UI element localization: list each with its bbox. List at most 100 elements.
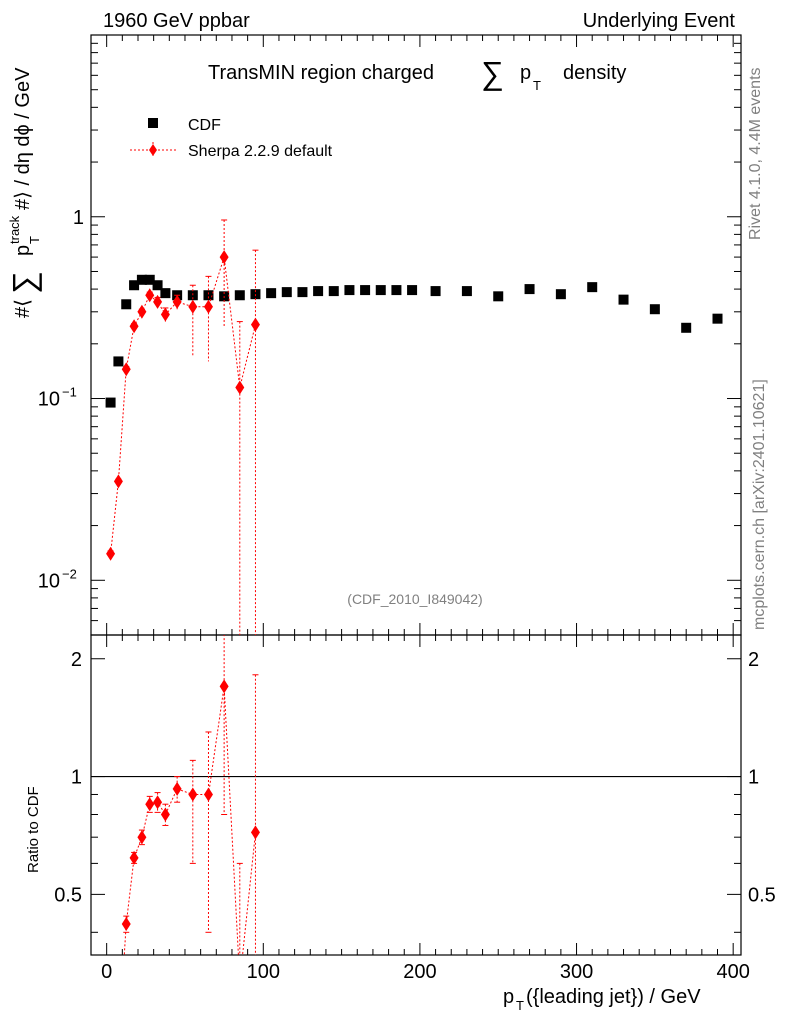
cdf-point [618,294,629,305]
ratio-point [137,830,147,845]
cdf-point [144,274,155,285]
sherpa-point [172,294,182,309]
cdf-point [129,280,140,291]
y-tick-label-bottom-left: 2 [71,649,82,671]
header-left: 1960 GeV ppbar [103,10,250,32]
y-tick-label-bottom-right: 0.5 [748,884,776,906]
cdf-point [136,274,147,285]
mcplots-label: mcplots.cern.ch [arXiv:2401.10621] [751,379,768,630]
y-tick-label-exp: −1 [62,385,77,400]
x-axis-label: p T ({leading jet}) / GeV [503,986,701,1013]
cdf-point [712,313,723,324]
ratio-point [153,795,163,810]
cdf-point [461,286,472,297]
y-tick-label-bottom-left: 1 [71,767,82,789]
ratio-point [219,679,229,694]
ratio-point [160,807,170,822]
chart-title: TransMIN region charged ∑ p T density [208,55,626,93]
cdf-point [524,284,535,295]
ratio-point [188,787,198,802]
sherpa-point [219,250,229,265]
y-tick-label-bottom-right: 2 [748,649,759,671]
ratio-point [129,850,139,865]
cdf-point [391,285,402,296]
title-sub: T [533,78,541,93]
y-tick-label-top: 10 [38,570,60,592]
cdf-point [493,291,504,302]
legend: CDF Sherpa 2.2.9 default [130,117,333,160]
ylabel-sup: track [7,215,22,244]
cdf-point [113,356,124,367]
ratio-point [203,787,213,802]
x-tick-label: 200 [403,961,436,983]
sherpa-point [113,474,123,489]
cdf-point [649,304,660,315]
sherpa-point [129,319,139,334]
cdf-point [266,288,277,299]
cdf-point [187,290,198,301]
cdf-point [681,322,692,333]
x-tick-label: 300 [560,961,593,983]
ratio-point [145,797,155,812]
ratio-panel-marks [91,635,741,988]
title-tail: density [563,62,626,84]
title-sigma: ∑ [481,55,504,91]
cdf-point [407,285,418,296]
cdf-point [328,286,339,297]
xlabel-sub: T [516,998,524,1013]
y-axis-label-bottom: Ratio to CDF [25,786,42,873]
cdf-point [360,285,371,296]
y-tick-label-top: 1 [73,207,84,229]
xlabel-tail: ({leading jet}) / GeV [526,986,701,1008]
ratio-point [121,917,131,932]
sherpa-point [250,317,260,332]
title-p: p [520,62,531,84]
cdf-point [203,290,214,301]
ratio-line [123,686,256,955]
sherpa-line [110,256,256,554]
axis-ticks [90,34,741,955]
sherpa-point [153,294,163,309]
cdf-point [281,287,292,298]
header-right: Underlying Event [583,10,736,32]
y-axis-label-top: #⟨ ∑ p T track #⟩ / dη dϕ / GeV [6,67,42,318]
cdf-point [160,288,171,299]
y-tick-label-top: 10 [38,389,60,411]
ylabel-sigma: ∑ [6,271,42,294]
sherpa-point [106,546,116,561]
ratio-panel-frame [90,634,742,956]
sherpa-point [160,307,170,322]
cdf-point [555,289,566,300]
ylabel-prefix: #⟨ [12,299,34,318]
cdf-point [375,285,386,296]
legend-cdf-label: CDF [188,117,221,134]
cdf-point [297,287,308,298]
sherpa-point [188,299,198,314]
legend-sherpa-marker [149,144,157,156]
sherpa-point [235,380,245,395]
ylabel-sub: T [27,236,42,244]
cdf-point [234,290,245,301]
cdf-point [313,286,324,297]
cdf-point [430,286,441,297]
x-tick-label: 100 [247,961,280,983]
cdf-point [105,397,116,408]
cdf-point [344,285,355,296]
y-tick-label-exp: −2 [62,566,77,581]
cdf-point [121,299,132,310]
ratio-point [250,825,260,840]
ylabel-suffix: #⟩ / dη dϕ / GeV [12,67,34,210]
xlabel-p: p [503,986,514,1008]
ylabel-p: p [12,245,34,256]
sherpa-point [137,304,147,319]
ratio-point [235,974,244,988]
cdf-point [152,280,163,291]
title-main: TransMIN region charged [208,62,434,84]
cdf-point [587,282,598,293]
y-tick-label-bottom-left: 0.5 [54,884,82,906]
sherpa-point [203,299,213,314]
sherpa-point [145,288,155,303]
analysis-watermark: (CDF_2010_I849042) [347,591,482,607]
